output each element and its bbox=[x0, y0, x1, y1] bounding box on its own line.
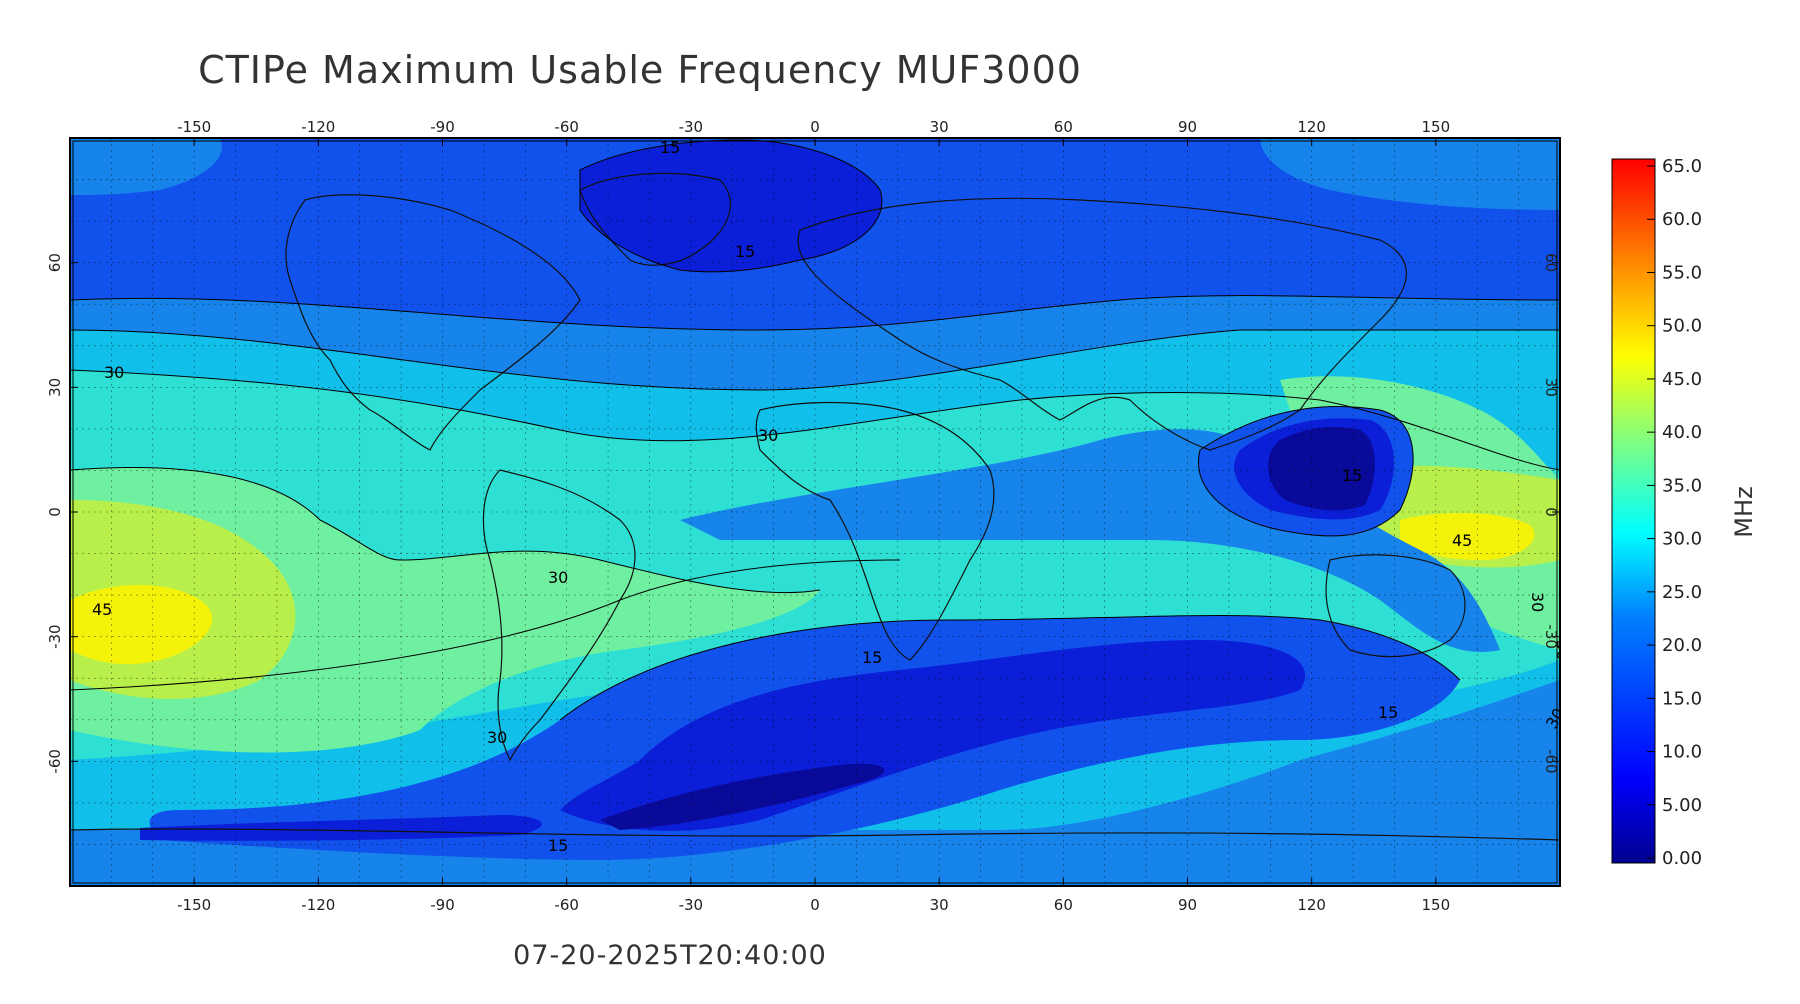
bottom-axis-tick-label: 30 bbox=[930, 896, 949, 914]
contour-label: 15 bbox=[1342, 466, 1362, 485]
colorbar-tick-label: 45.0 bbox=[1662, 369, 1702, 390]
bottom-axis-tick-label: 0 bbox=[810, 896, 820, 914]
contour-label: 30 bbox=[104, 363, 124, 382]
left-axis-tick-label: 30 bbox=[46, 378, 64, 397]
top-axis-tick-label: 90 bbox=[1178, 118, 1197, 136]
top-axis-tick-label: 120 bbox=[1297, 118, 1326, 136]
colorbar-tick-label: 0.00 bbox=[1662, 848, 1702, 869]
right-axis-tick-label: -30 bbox=[1542, 624, 1560, 649]
contour-label: 30 bbox=[758, 426, 778, 445]
contour-label: 15 bbox=[1378, 703, 1398, 722]
coastline-south-america bbox=[482, 469, 636, 762]
contour-label: 30 bbox=[487, 728, 507, 747]
contour-label: 30 bbox=[1528, 592, 1547, 612]
left-axis-tick-label: -60 bbox=[46, 749, 64, 774]
top-axis-tick-label: -60 bbox=[554, 118, 579, 136]
right-axis-tick-label: -60 bbox=[1542, 749, 1560, 774]
bottom-axis-tick-label: 120 bbox=[1297, 896, 1326, 914]
axes: -150 -120 -90 -60 -30 0 30 60 90 120 150-150 -120 -9… bbox=[46, 118, 1560, 914]
colorbar-tick-label: 15.0 bbox=[1662, 688, 1702, 709]
contour-label: 15 bbox=[660, 138, 680, 157]
coastline-north-america bbox=[285, 194, 581, 451]
top-axis-tick-label: 150 bbox=[1422, 118, 1451, 136]
right-axis-tick-label: 30 bbox=[1542, 378, 1560, 397]
contour-label: 15 bbox=[548, 836, 568, 855]
contour-level-20-arctic bbox=[70, 138, 1560, 210]
page-title: CTIPe Maximum Usable Frequency MUF3000 bbox=[198, 48, 1082, 92]
colorbar-tick-label: 5.00 bbox=[1662, 795, 1702, 816]
contour-labels: 15 15 30 30 30 45 30 15 15 15 30 45 30 3… bbox=[92, 138, 1560, 855]
contour-level-30-tongue bbox=[380, 472, 620, 495]
bottom-axis-tick-label: 60 bbox=[1054, 896, 1073, 914]
colorbar-ticks: 65.0 60.0 55.0 50.0 45.0 40.0 35.0 30.0 25.0 20.0… bbox=[1647, 156, 1702, 869]
top-axis-tick-label: -120 bbox=[301, 118, 335, 136]
colorbar-tick-label: 55.0 bbox=[1662, 262, 1702, 283]
contour-level-40 bbox=[70, 465, 1560, 699]
colorbar-tick-label: 30.0 bbox=[1662, 529, 1702, 550]
coastline-africa bbox=[755, 401, 995, 661]
left-axis-tick-label: -30 bbox=[46, 624, 64, 649]
bottom-axis-tick-label: -150 bbox=[177, 896, 211, 914]
colorbar-tick-label: 50.0 bbox=[1662, 316, 1702, 337]
top-axis-tick-label: -30 bbox=[679, 118, 704, 136]
top-axis-tick-label: -150 bbox=[177, 118, 211, 136]
top-axis-tick-label: -90 bbox=[430, 118, 455, 136]
colorbar-tick-label: 65.0 bbox=[1662, 156, 1702, 177]
contour-label: 30 bbox=[548, 568, 568, 587]
top-axis-tick-label: 30 bbox=[930, 118, 949, 136]
bottom-axis-tick-label: -90 bbox=[430, 896, 455, 914]
colorbar-tick-label: 10.0 bbox=[1662, 742, 1702, 763]
colorbar-label: MHz bbox=[1730, 486, 1758, 537]
top-axis-tick-label: 60 bbox=[1054, 118, 1073, 136]
contour-label: 15 bbox=[735, 242, 755, 261]
bottom-axis-tick-label: 90 bbox=[1178, 896, 1197, 914]
coastline-eurasia bbox=[797, 197, 1407, 451]
colorbar-tick-label: 35.0 bbox=[1662, 475, 1702, 496]
colorbar-tick-label: 25.0 bbox=[1662, 582, 1702, 603]
contour-level-35 bbox=[70, 376, 1560, 753]
colorbar bbox=[1611, 158, 1656, 864]
left-axis-tick-label: 0 bbox=[46, 507, 64, 517]
bottom-axis-tick-label: -30 bbox=[679, 896, 704, 914]
colorbar-tick-label: 20.0 bbox=[1662, 635, 1702, 656]
timestamp: 07-20-2025T20:40:00 bbox=[513, 940, 827, 971]
left-axis-tick-label: 60 bbox=[46, 253, 64, 272]
contour-level-5-south bbox=[600, 763, 885, 830]
bottom-axis-tick-label: 150 bbox=[1422, 896, 1451, 914]
right-axis-tick-label: 60 bbox=[1542, 253, 1560, 272]
contour-label: 45 bbox=[1452, 531, 1472, 550]
coastline-antarctica bbox=[70, 828, 1560, 841]
colorbar-tick-label: 60.0 bbox=[1662, 209, 1702, 230]
contour-label: 45 bbox=[92, 600, 112, 619]
contour-lines bbox=[70, 139, 1560, 721]
coastline-greenland bbox=[579, 172, 731, 266]
contour-map: 15 15 30 30 30 45 30 15 15 15 30 45 30 3… bbox=[70, 138, 1560, 886]
top-axis-tick-label: 0 bbox=[810, 118, 820, 136]
bottom-axis-tick-label: -60 bbox=[554, 896, 579, 914]
bottom-axis-tick-label: -120 bbox=[301, 896, 335, 914]
contour-level-10-south bbox=[140, 640, 1306, 841]
contour-label: 15 bbox=[862, 648, 882, 667]
contour-level-5-asia bbox=[1268, 427, 1375, 511]
coastlines bbox=[70, 172, 1560, 841]
colorbar-tick-label: 40.0 bbox=[1662, 422, 1702, 443]
right-axis-tick-label: 0 bbox=[1542, 507, 1560, 517]
coastline-australia bbox=[1325, 554, 1466, 658]
